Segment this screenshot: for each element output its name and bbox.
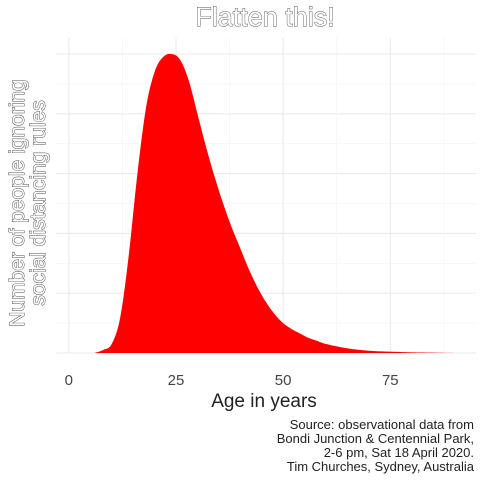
x-tick-label: 25 bbox=[168, 372, 185, 389]
caption-line-2: Bondi Junction & Centennial Park, bbox=[277, 431, 474, 446]
caption-line-3: 2-6 pm, Sat 18 April 2020. bbox=[324, 445, 474, 460]
x-tick-label: 50 bbox=[275, 372, 292, 389]
x-axis-label: Age in years bbox=[211, 391, 317, 412]
y-axis-label-line-1: Number of people ignoring bbox=[6, 79, 29, 327]
caption-line-1: Source: observational data from bbox=[290, 417, 474, 432]
caption-line-4: Tim Churches, Sydney, Australia bbox=[287, 459, 475, 474]
y-axis-label: Number of people ignoring social distanc… bbox=[6, 79, 50, 327]
x-axis-ticks: 0 25 50 75 bbox=[65, 372, 399, 389]
caption: Source: observational data from Bondi Ju… bbox=[277, 417, 475, 474]
x-tick-label: 0 bbox=[65, 372, 73, 389]
chart-title: Flatten this! bbox=[195, 2, 335, 32]
y-axis-label-line-2: social distancing rules bbox=[27, 100, 50, 305]
x-tick-label: 75 bbox=[382, 372, 399, 389]
